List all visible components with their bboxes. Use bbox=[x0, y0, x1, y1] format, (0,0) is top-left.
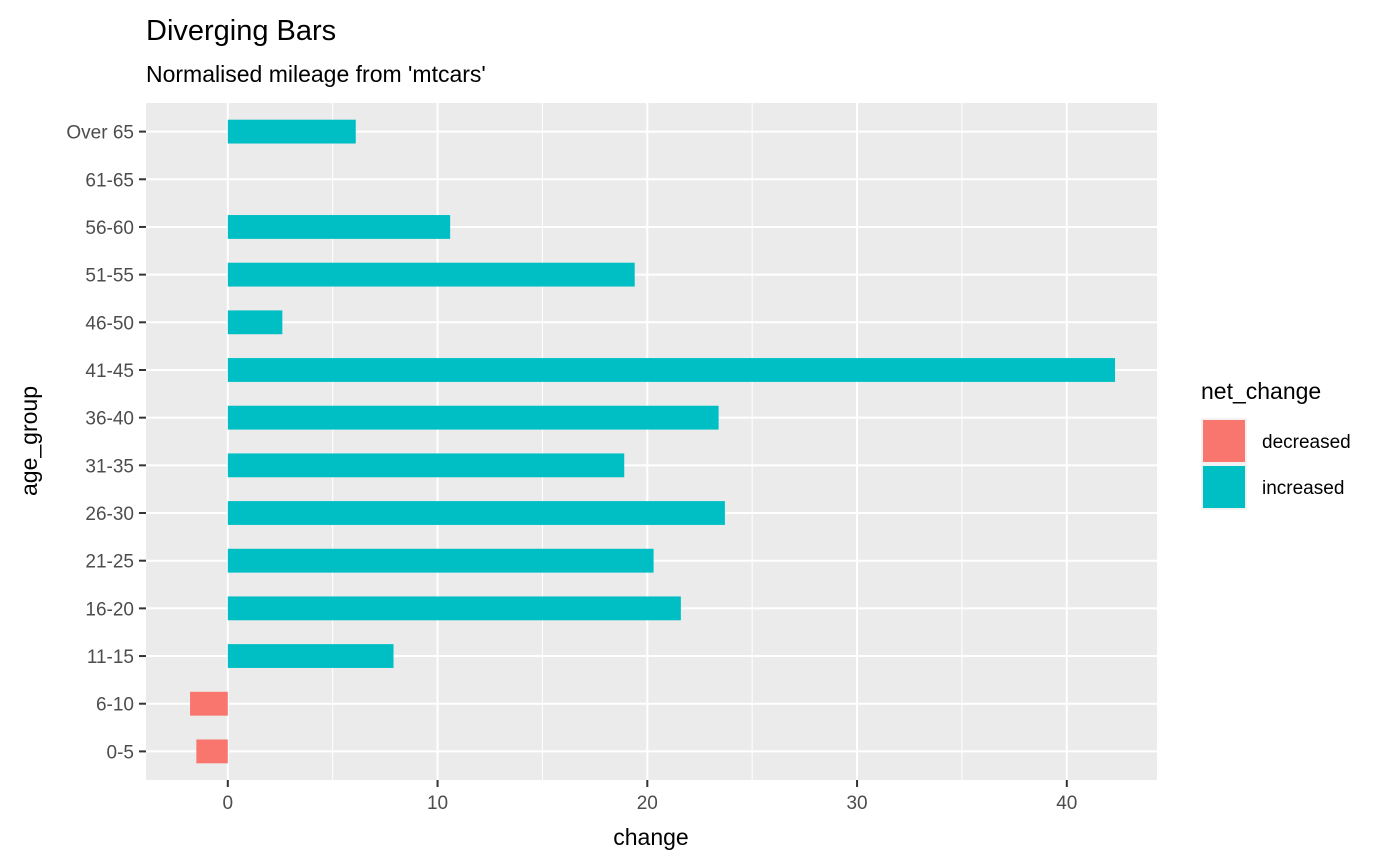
y-tick-label: 21-25 bbox=[85, 552, 134, 573]
bar-0-5 bbox=[196, 739, 228, 764]
y-tick-label: 26-30 bbox=[85, 504, 134, 525]
bar-51-55 bbox=[227, 262, 635, 287]
legend-swatch-increased bbox=[1203, 466, 1245, 508]
legend-label-decreased: decreased bbox=[1262, 432, 1351, 453]
legend-label-increased: increased bbox=[1262, 478, 1344, 499]
bar-21-25 bbox=[227, 548, 654, 573]
legend-swatch-decreased bbox=[1203, 420, 1245, 462]
chart-subtitle: Normalised mileage from 'mtcars' bbox=[146, 61, 486, 87]
x-tick-label: 40 bbox=[1056, 793, 1077, 814]
bar-46-50 bbox=[227, 310, 283, 335]
x-axis: 0 10 20 30 40 bbox=[223, 780, 1077, 814]
bar-6-10 bbox=[190, 691, 228, 716]
y-tick-label: 31-35 bbox=[85, 456, 134, 477]
chart-title: Diverging Bars bbox=[146, 15, 336, 47]
bar-41-45 bbox=[227, 358, 1116, 382]
y-tick-label: 11-15 bbox=[87, 647, 134, 668]
x-axis-title: change bbox=[613, 824, 688, 850]
y-tick-label: 16-20 bbox=[85, 599, 134, 620]
bar-16-20 bbox=[227, 596, 681, 621]
y-tick-label: 56-60 bbox=[85, 218, 134, 239]
x-tick-label: 30 bbox=[846, 793, 867, 814]
y-tick-label: 0-5 bbox=[107, 742, 134, 763]
bar-11-15 bbox=[227, 644, 394, 668]
x-tick-label: 10 bbox=[427, 793, 448, 814]
legend: net_change decreased increased bbox=[1201, 378, 1351, 510]
x-tick-label: 0 bbox=[223, 793, 234, 814]
y-tick-label: 46-50 bbox=[85, 313, 134, 334]
y-tick-label: 61-65 bbox=[85, 170, 134, 191]
y-axis-title: age_group bbox=[16, 386, 42, 496]
x-tick-label: 20 bbox=[637, 793, 658, 814]
y-axis: 0-5 6-10 11-15 16-20 21-25 26-30 31-35 36-40 41-… bbox=[66, 123, 146, 763]
bar-56-60 bbox=[227, 215, 451, 239]
y-tick-label: 6-10 bbox=[96, 695, 134, 716]
plot-panel bbox=[146, 103, 1157, 780]
bar-31-35 bbox=[227, 453, 625, 478]
y-tick-label: Over 65 bbox=[66, 123, 134, 144]
y-tick-label: 41-45 bbox=[85, 361, 134, 382]
bars bbox=[190, 119, 1116, 764]
legend-entries: decreased increased bbox=[1201, 418, 1351, 510]
bar-26-30 bbox=[227, 501, 725, 525]
legend-title: net_change bbox=[1201, 378, 1321, 404]
y-tick-label: 36-40 bbox=[85, 409, 134, 430]
y-tick-label: 51-55 bbox=[85, 266, 134, 287]
bar-over-65 bbox=[227, 119, 356, 144]
bar-36-40 bbox=[227, 405, 719, 430]
